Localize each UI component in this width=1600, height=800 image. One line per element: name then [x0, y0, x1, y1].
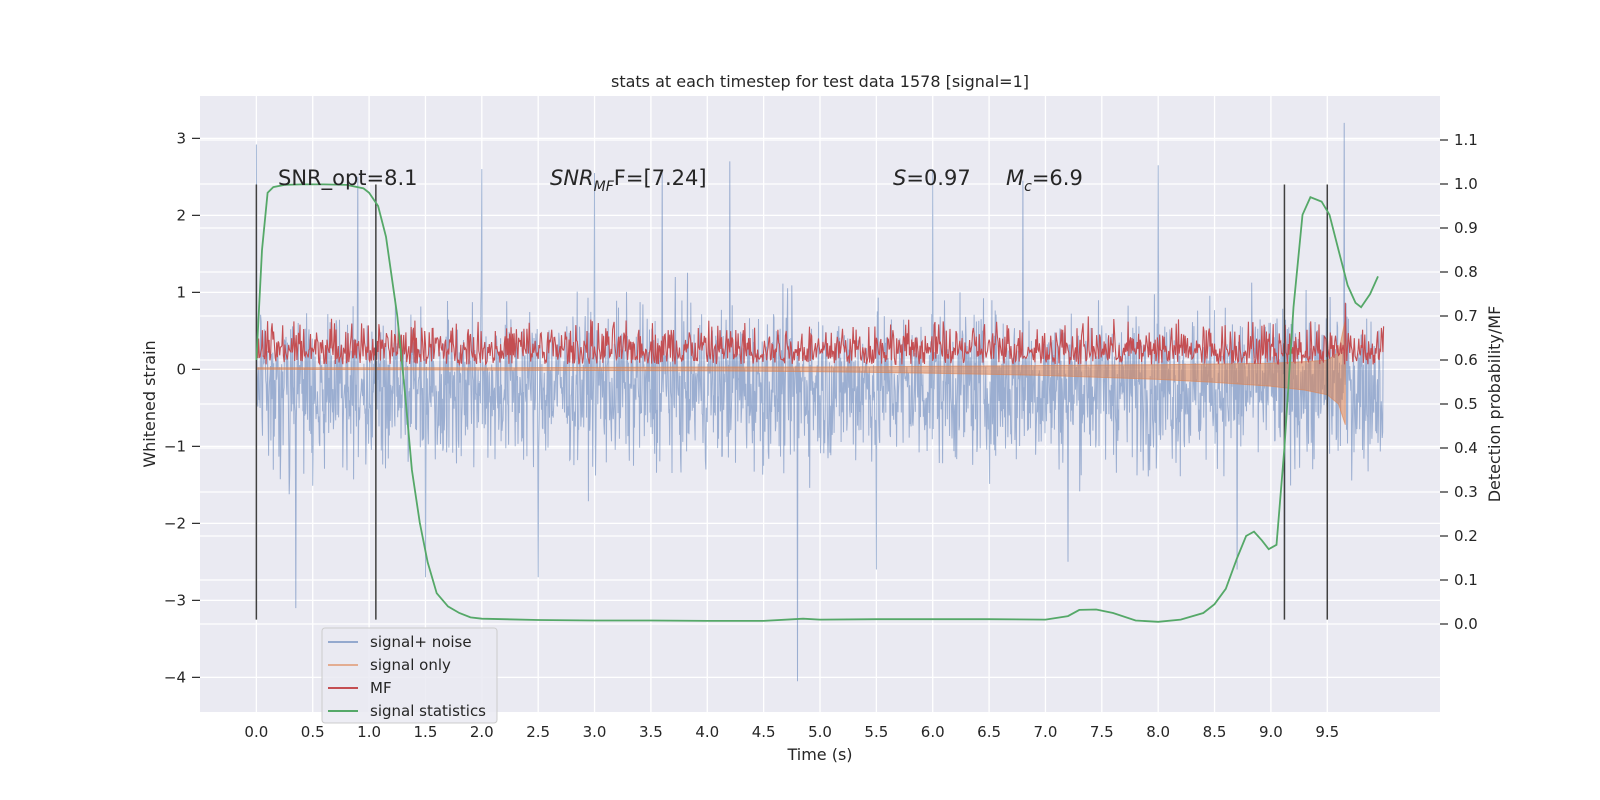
legend-label-mf: MF	[370, 679, 392, 697]
signal-statistics-line	[255, 183, 1379, 623]
x-tick-label: 0.5	[301, 723, 325, 741]
x-tick-label: 0.0	[244, 723, 268, 741]
x-tick-label: 2.0	[470, 723, 494, 741]
mf-line	[255, 302, 1385, 367]
series-mf	[255, 302, 1385, 367]
plot-area	[255, 122, 1385, 682]
annotation-snr-opt: SNR_opt=8.1	[278, 166, 418, 191]
legend: signal+ noise signal only MF signal stat…	[321, 627, 498, 724]
x-tick-label: 8.0	[1146, 723, 1170, 741]
y-tick-label-left: −3	[164, 591, 186, 609]
x-tick-label: 4.0	[695, 723, 719, 741]
legend-box	[321, 627, 498, 724]
signal-noise-line	[255, 122, 1385, 682]
x-axis-ticks: 0.0 0.5 1.0 1.5 2.0 2.5 3.0 3.5 4.0 4.5 5.0 5.5 6.0 6…	[244, 723, 1339, 741]
x-tick-label: 4.5	[752, 723, 776, 741]
y-tick-label-right: 0.4	[1454, 439, 1478, 457]
y-tick-label-left: 1	[176, 283, 186, 301]
x-tick-label: 9.5	[1315, 723, 1339, 741]
x-tick-label: 1.5	[414, 723, 438, 741]
x-tick-label: 5.0	[808, 723, 832, 741]
x-tick-label: 3.5	[639, 723, 663, 741]
x-tick-label: 7.0	[1034, 723, 1058, 741]
y-tick-label-left: −2	[164, 514, 186, 532]
x-tick-label: 7.5	[1090, 723, 1114, 741]
y-tick-label-right: 0.9	[1454, 219, 1478, 237]
y-axis-left-ticks: 3 2 1 0 −1 −2 −3 −4	[164, 129, 200, 686]
y-axis-left-label: Whitened strain	[140, 340, 159, 467]
chart-title: stats at each timestep for test data 157…	[611, 72, 1029, 91]
series-signal-only	[255, 319, 1346, 425]
series-signal-statistics	[255, 183, 1379, 623]
x-tick-label: 8.5	[1203, 723, 1227, 741]
x-axis-label: Time (s)	[786, 745, 852, 764]
vertical-markers	[255, 184, 1329, 620]
y-tick-label-left: −1	[164, 437, 186, 455]
signal-only-band	[255, 319, 1346, 425]
y-tick-label-right: 0.7	[1454, 307, 1478, 325]
y-tick-label-right: 1.0	[1454, 175, 1478, 193]
x-tick-label: 2.5	[526, 723, 550, 741]
legend-label-signal-statistics: signal statistics	[370, 702, 486, 720]
y-tick-label-right: 0.1	[1454, 571, 1478, 589]
y-tick-label-left: 0	[176, 360, 186, 378]
x-tick-label: 1.0	[357, 723, 381, 741]
annotation-mc: Mc=6.9	[1006, 166, 1083, 195]
annotation-snr-mf: SNRMFF=[7.24]	[550, 166, 707, 195]
y-axis-right-label: Detection probability/MF	[1485, 306, 1504, 503]
y-tick-label-left: −4	[164, 668, 186, 686]
y-tick-label-right: 0.2	[1454, 527, 1478, 545]
y-tick-label-right: 0.5	[1454, 395, 1478, 413]
y-tick-label-left: 3	[176, 129, 186, 147]
x-tick-label: 3.0	[583, 723, 607, 741]
y-tick-label-right: 0.8	[1454, 263, 1478, 281]
x-tick-label: 5.5	[864, 723, 888, 741]
y-axis-right-ticks: 1.1 1.0 0.9 0.8 0.7 0.6 0.5 0.4 0.3 0.2 0.1 0.0	[1440, 131, 1478, 633]
annotation-s: S=0.97	[893, 166, 971, 190]
annotations: SNR_opt=8.1 SNRMFF=[7.24] S=0.97 Mc=6.9	[278, 166, 1083, 195]
series-signal-noise	[255, 122, 1385, 682]
y-tick-label-left: 2	[176, 206, 186, 224]
legend-label-signal-only: signal only	[370, 656, 451, 674]
y-tick-label-right: 0.3	[1454, 483, 1478, 501]
y-tick-label-right: 0.0	[1454, 615, 1478, 633]
y-tick-label-right: 0.6	[1454, 351, 1478, 369]
y-tick-label-right: 1.1	[1454, 131, 1478, 149]
x-tick-label: 6.0	[921, 723, 945, 741]
x-tick-label: 9.0	[1259, 723, 1283, 741]
x-tick-label: 6.5	[977, 723, 1001, 741]
legend-label-signal-noise: signal+ noise	[370, 633, 472, 651]
